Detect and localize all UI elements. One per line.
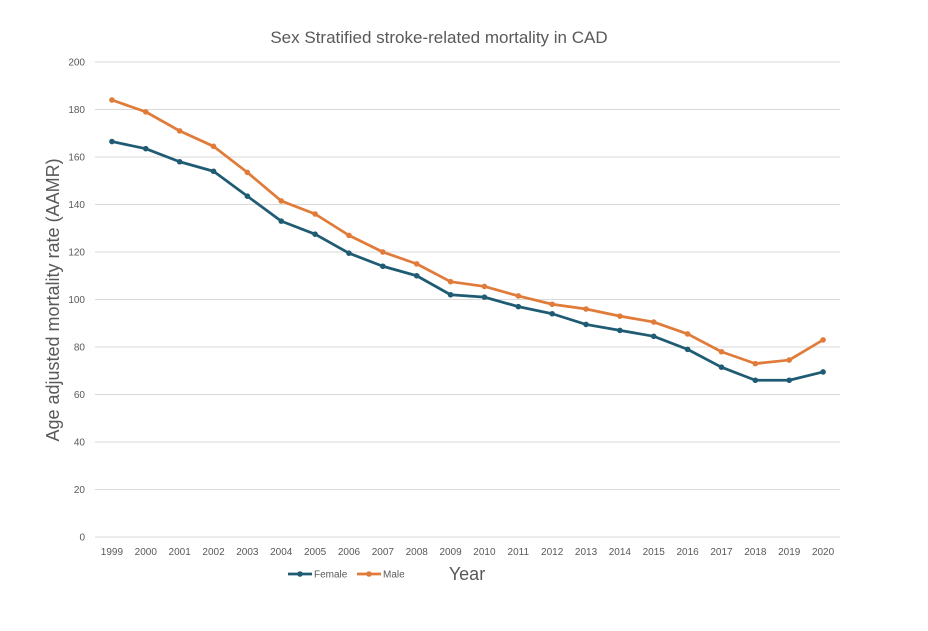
data-point-female bbox=[447, 291, 454, 298]
y-tick-label: 120 bbox=[68, 248, 85, 259]
x-tick-label: 2019 bbox=[778, 547, 801, 558]
y-tick-label: 40 bbox=[74, 438, 86, 449]
y-tick-label: 200 bbox=[68, 58, 85, 69]
series-lines bbox=[109, 97, 826, 384]
x-tick-label: 2001 bbox=[169, 547, 192, 558]
y-tick-label: 180 bbox=[68, 105, 85, 116]
y-tick-label: 160 bbox=[68, 153, 85, 164]
chart-title: Sex Stratified stroke-related mortality … bbox=[270, 28, 607, 47]
legend: Female Male bbox=[288, 570, 405, 581]
x-tick-label: 2006 bbox=[338, 547, 361, 558]
x-tick-label: 2013 bbox=[575, 547, 598, 558]
y-tick-label: 0 bbox=[79, 533, 85, 544]
data-point-male bbox=[752, 360, 759, 367]
legend-label-female: Female bbox=[314, 570, 348, 581]
x-tick-label: 2003 bbox=[236, 547, 259, 558]
data-point-female bbox=[617, 327, 623, 334]
x-tick-label: 2007 bbox=[372, 547, 395, 558]
series-line-female bbox=[110, 140, 825, 382]
data-point-female bbox=[244, 193, 251, 199]
x-tick-label: 2015 bbox=[643, 547, 666, 558]
data-point-female bbox=[346, 250, 352, 256]
y-tick-label: 140 bbox=[68, 200, 85, 211]
x-tick-label: 2005 bbox=[304, 547, 327, 558]
x-tick-label: 1999 bbox=[101, 547, 124, 558]
data-point-male bbox=[515, 293, 522, 299]
x-axis-title: Year bbox=[449, 564, 485, 584]
series-line-male bbox=[110, 98, 825, 365]
x-tick-label: 2012 bbox=[541, 547, 564, 558]
data-point-male bbox=[786, 357, 793, 363]
data-point-female bbox=[752, 377, 759, 384]
x-tick-label: 2014 bbox=[609, 547, 632, 558]
x-tick-label: 2020 bbox=[812, 547, 835, 558]
x-tick-label: 2017 bbox=[710, 547, 733, 558]
data-point-male bbox=[650, 319, 657, 325]
legend-item-male: Male bbox=[357, 570, 405, 581]
y-axis-title: Age adjusted mortality rate (AAMR) bbox=[43, 158, 63, 441]
x-tick-label: 2004 bbox=[270, 547, 293, 558]
data-point-female bbox=[380, 263, 386, 270]
data-point-female bbox=[718, 364, 725, 370]
data-point-female bbox=[109, 138, 115, 145]
data-point-female bbox=[210, 168, 217, 175]
data-point-female bbox=[650, 333, 657, 340]
data-point-female bbox=[413, 272, 420, 279]
x-tick-label: 2011 bbox=[508, 547, 530, 558]
legend-label-male: Male bbox=[383, 570, 405, 581]
data-point-male bbox=[481, 283, 488, 290]
y-tick-label: 80 bbox=[74, 343, 86, 354]
data-point-female bbox=[312, 231, 318, 237]
data-point-male bbox=[278, 198, 285, 204]
x-tick-labels: 1999 2000 2001 2002 2003 2004 2005 2006 2007 2008… bbox=[101, 547, 835, 558]
data-point-male bbox=[447, 278, 454, 285]
data-point-male bbox=[617, 313, 623, 319]
y-tick-label: 20 bbox=[74, 485, 86, 496]
y-tick-label: 100 bbox=[68, 295, 85, 306]
data-point-male bbox=[380, 249, 386, 255]
x-tick-label: 2000 bbox=[135, 547, 158, 558]
x-tick-label: 2010 bbox=[473, 547, 496, 558]
data-point-female bbox=[176, 158, 183, 165]
data-point-female bbox=[583, 321, 589, 328]
data-point-female bbox=[515, 303, 522, 310]
data-point-female bbox=[820, 369, 826, 375]
data-point-male bbox=[346, 232, 352, 239]
data-point-female bbox=[142, 145, 149, 152]
data-point-female bbox=[549, 310, 555, 317]
legend-marker-female bbox=[297, 571, 303, 577]
data-point-male bbox=[142, 109, 149, 115]
data-point-male bbox=[583, 306, 589, 312]
data-point-male bbox=[413, 261, 420, 267]
data-point-male bbox=[312, 211, 318, 217]
data-point-female bbox=[481, 294, 488, 300]
x-tick-label: 2008 bbox=[406, 547, 429, 558]
y-tick-labels: 0 20 40 60 80 100 120 140 160 180 200 bbox=[68, 58, 85, 544]
series-female bbox=[109, 138, 826, 384]
x-tick-label: 2016 bbox=[676, 547, 699, 558]
legend-item-female: Female bbox=[288, 570, 348, 581]
data-point-female bbox=[786, 377, 793, 384]
gridlines bbox=[95, 61, 840, 538]
data-point-male bbox=[176, 128, 183, 134]
series-male bbox=[109, 97, 826, 367]
data-point-male bbox=[718, 348, 725, 355]
y-tick-label: 60 bbox=[74, 390, 86, 401]
data-point-male bbox=[820, 337, 826, 343]
data-point-male bbox=[549, 301, 555, 308]
legend-marker-male bbox=[366, 571, 372, 577]
data-point-male bbox=[109, 97, 115, 103]
data-point-male bbox=[244, 169, 251, 176]
x-tick-label: 2009 bbox=[439, 547, 462, 558]
data-point-female bbox=[684, 346, 691, 353]
x-tick-label: 2018 bbox=[744, 547, 767, 558]
x-tick-label: 2002 bbox=[202, 547, 225, 558]
data-point-male bbox=[684, 331, 691, 337]
data-point-male bbox=[210, 143, 217, 150]
data-point-female bbox=[278, 218, 285, 224]
